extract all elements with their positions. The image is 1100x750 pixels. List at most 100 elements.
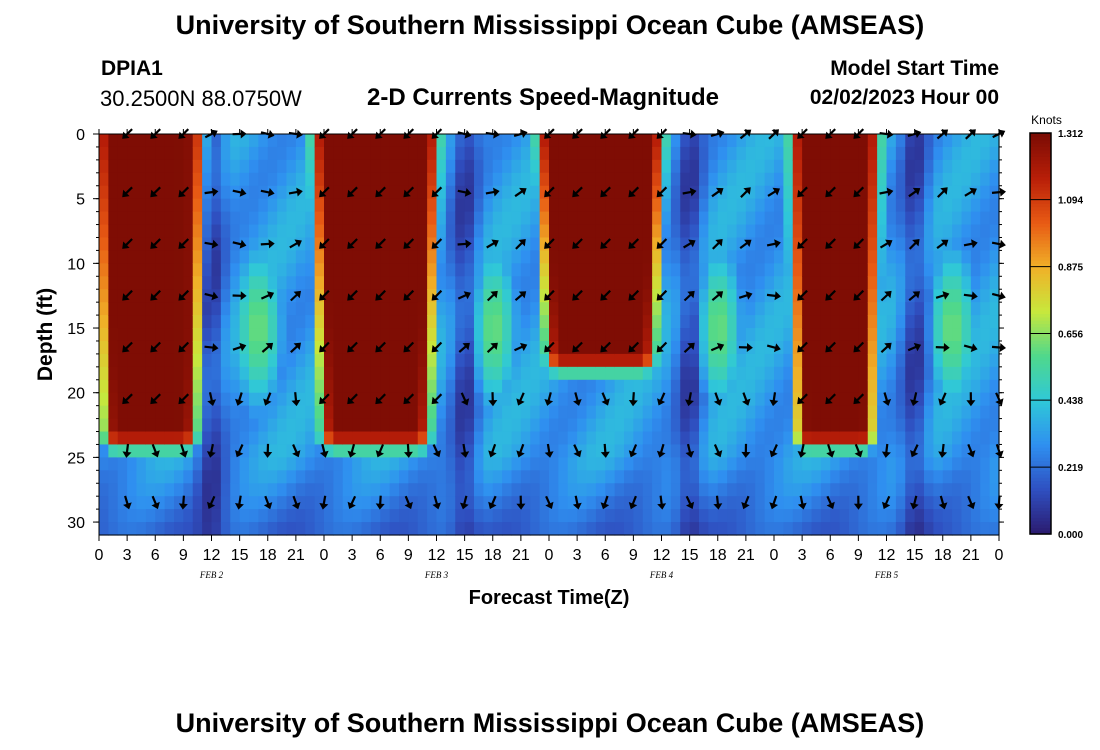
heatmap-cell xyxy=(117,379,128,394)
heatmap-cell xyxy=(830,405,841,420)
heatmap-cell xyxy=(708,289,719,303)
heatmap-cell xyxy=(567,172,578,187)
current-vector xyxy=(150,186,161,198)
colorbar-segment xyxy=(1030,487,1051,492)
heatmap-cell xyxy=(520,134,531,148)
colorbar-segment xyxy=(1030,283,1051,288)
heatmap-cell xyxy=(980,379,991,394)
current-vector xyxy=(991,291,1006,301)
heatmap-cell xyxy=(849,237,859,252)
heatmap-cell xyxy=(905,159,916,174)
current-vector-shaft xyxy=(574,128,583,137)
heatmap-cell xyxy=(642,405,653,420)
heatmap-cell xyxy=(605,315,616,329)
current-vector xyxy=(656,128,668,139)
heatmap-cell xyxy=(99,276,109,290)
heatmap-cell xyxy=(670,418,681,433)
current-vector-shaft xyxy=(208,392,214,402)
heatmap-cell xyxy=(333,457,344,471)
heatmap-cell xyxy=(970,509,981,523)
current-vector xyxy=(319,238,330,249)
current-vector-shaft xyxy=(237,444,244,454)
colorbar-segment xyxy=(1030,323,1051,328)
current-vector-head xyxy=(319,189,327,198)
heatmap-cell xyxy=(99,263,109,277)
heatmap-cell xyxy=(895,289,906,303)
current-vector-head xyxy=(628,131,636,139)
heatmap-cell xyxy=(764,496,775,510)
heatmap-cell xyxy=(99,483,109,497)
heatmap-cell xyxy=(633,522,644,536)
current-vector xyxy=(235,392,244,406)
current-vector xyxy=(235,495,244,510)
current-vector-shaft xyxy=(742,392,748,402)
current-vector xyxy=(460,495,469,510)
heatmap-cell xyxy=(586,328,597,342)
heatmap-cell xyxy=(858,263,869,277)
heatmap-cell xyxy=(633,302,644,316)
current-vector-head xyxy=(910,399,919,406)
current-vector-shaft xyxy=(180,443,186,454)
heatmap-cell xyxy=(389,289,400,303)
heatmap-cell xyxy=(858,340,869,355)
heatmap-cell xyxy=(520,405,531,420)
heatmap-cell xyxy=(136,159,147,174)
heatmap-cell xyxy=(324,198,334,213)
colorbar-segment xyxy=(1030,510,1051,515)
heatmap-cell xyxy=(164,509,175,523)
heatmap-cell xyxy=(155,146,166,161)
heatmap-cell xyxy=(811,522,822,536)
heatmap-cell xyxy=(792,276,803,290)
heatmap-cell xyxy=(989,483,1000,497)
heatmap-cell xyxy=(183,405,194,420)
heatmap-cell xyxy=(830,444,841,458)
heatmap-cell xyxy=(117,418,128,433)
x-axis-label: Forecast Time(Z) xyxy=(469,587,630,609)
current-vector-shaft xyxy=(457,189,468,194)
current-vector xyxy=(206,443,216,458)
colorbar-segment xyxy=(1030,480,1051,485)
heatmap-cell xyxy=(155,483,166,497)
heatmap-cell xyxy=(652,483,663,497)
current-vector-head xyxy=(403,345,411,353)
heatmap-cell xyxy=(549,379,559,394)
heatmap-cell xyxy=(661,457,672,471)
heatmap-cell xyxy=(127,211,138,226)
heatmap-cell xyxy=(277,483,288,497)
heatmap-cell xyxy=(249,224,259,239)
heatmap-cell xyxy=(905,198,916,213)
heatmap-cell xyxy=(145,263,156,277)
heatmap-cell xyxy=(839,496,850,510)
heatmap-cell xyxy=(858,444,869,458)
heatmap-cell xyxy=(277,509,288,523)
heatmap-cell xyxy=(324,276,334,290)
heatmap-cell xyxy=(211,392,222,407)
heatmap-cell xyxy=(417,405,428,420)
heatmap-cell xyxy=(577,431,588,446)
heatmap-cell xyxy=(174,328,184,342)
heatmap-cell xyxy=(764,315,775,329)
heatmap-cell xyxy=(427,250,438,264)
heatmap-cell xyxy=(849,340,859,355)
current-vector xyxy=(938,495,948,510)
heatmap-cell xyxy=(689,289,700,303)
heatmap-cell xyxy=(802,211,813,226)
heatmap-cell xyxy=(745,444,756,458)
heatmap-cell xyxy=(614,353,625,368)
heatmap-cell xyxy=(202,211,213,226)
heatmap-cell xyxy=(342,470,353,484)
heatmap-cell xyxy=(886,457,897,471)
current-vector-shaft xyxy=(124,186,133,195)
current-vector-shaft xyxy=(767,189,777,197)
heatmap-cell xyxy=(99,134,109,148)
current-vector-head xyxy=(207,399,217,406)
heatmap-cell xyxy=(670,483,681,497)
heatmap-cell xyxy=(680,483,691,497)
heatmap-cell xyxy=(558,134,569,148)
heatmap-cell xyxy=(305,276,316,290)
colorbar-segment xyxy=(1030,440,1051,445)
heatmap-cell xyxy=(445,470,456,484)
heatmap-cell xyxy=(230,418,241,433)
heatmap-cell xyxy=(614,496,625,510)
current-vector-head xyxy=(493,187,500,197)
